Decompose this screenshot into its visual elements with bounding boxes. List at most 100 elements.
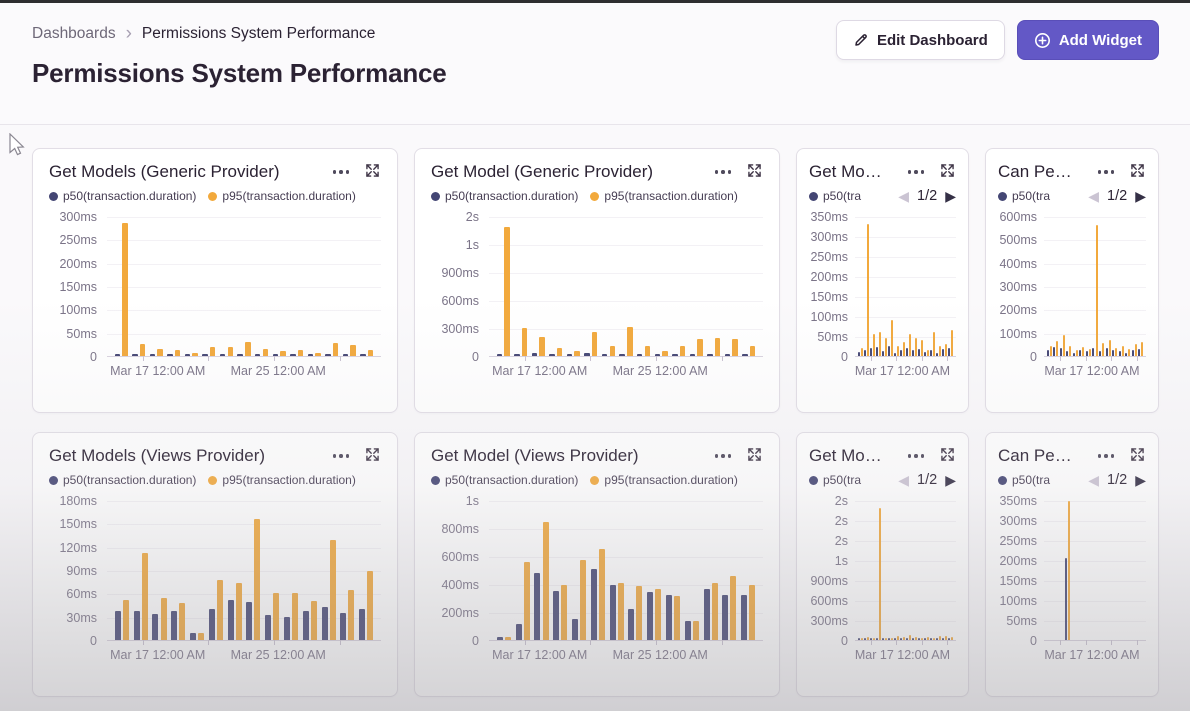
widget-overflow-menu-button[interactable] [331, 168, 352, 176]
chevron-left-icon[interactable]: ◀ [898, 472, 910, 488]
y-axis-tick-label: 120ms [59, 540, 97, 555]
plot-area[interactable] [107, 217, 381, 361]
gridline [855, 521, 956, 522]
widget-expand-button[interactable] [364, 446, 381, 466]
edit-dashboard-button[interactable]: Edit Dashboard [835, 20, 1005, 60]
plot-area[interactable] [855, 217, 956, 361]
widget-overflow-menu-button[interactable] [331, 452, 352, 460]
bar-p95 [348, 590, 355, 640]
legend-label: p95(transaction.duration) [604, 473, 738, 487]
widget-title-row: Get Model (Views Provider) [431, 446, 763, 466]
gridline [107, 501, 381, 502]
bar-p95 [1068, 500, 1070, 640]
widget-expand-button[interactable] [746, 446, 763, 466]
bar-p95 [951, 330, 954, 356]
x-axis-tick [142, 356, 144, 361]
chevron-right-icon[interactable]: ▶ [1135, 188, 1146, 204]
bar-chart: 1s 800ms 600ms 400ms 200ms 0 Mar 17 12:00 AM Ma… [431, 494, 763, 665]
chevron-right-icon[interactable]: ▶ [1135, 472, 1146, 488]
widget-overflow-menu-button[interactable] [1096, 452, 1117, 460]
legend-item[interactable]: p50(transaction.duration) [431, 473, 578, 487]
breadcrumb-link-dashboards[interactable]: Dashboards [32, 25, 116, 42]
plot-area[interactable] [1044, 217, 1146, 361]
widget-actions [331, 446, 382, 466]
legend-item[interactable]: p50(transaction.duration) [49, 473, 196, 487]
bar-p95 [504, 636, 511, 640]
y-axis-tick-label: 300ms [59, 210, 97, 224]
x-axis-tick [921, 356, 923, 361]
bar-p95 [192, 352, 198, 356]
widget-expand-button[interactable] [939, 446, 956, 466]
bar-p95 [927, 637, 930, 640]
chevron-left-icon[interactable]: ◀ [1088, 472, 1100, 488]
bar-p50 [893, 638, 896, 640]
y-axis-labels: 2s 1s 900ms 600ms 300ms 0 [431, 210, 489, 364]
legend-item[interactable]: p95(transaction.duration) [208, 473, 356, 487]
y-axis-tick-label: 60ms [66, 587, 97, 602]
plot-area[interactable] [489, 217, 763, 361]
gridline [107, 617, 381, 619]
widget-overflow-menu-button[interactable] [906, 452, 927, 460]
legend-item[interactable]: p50(tra [998, 189, 1050, 203]
dot-icon [1104, 454, 1108, 458]
chevron-left-icon[interactable]: ◀ [1088, 188, 1100, 204]
plot-area[interactable] [855, 501, 956, 645]
x-axis-tick [656, 640, 658, 645]
bar-p50 [930, 638, 933, 640]
bar-p50 [114, 611, 121, 640]
legend-item[interactable]: p50(tra [998, 473, 1050, 487]
y-axis-tick-label: 1s [834, 554, 848, 568]
widget-title: Get Model (Generic Provider) [431, 162, 654, 181]
plot-area[interactable] [489, 501, 763, 645]
bar-p95 [198, 633, 204, 640]
dot-icon [721, 170, 725, 174]
widget-expand-button[interactable] [939, 162, 956, 182]
legend-item[interactable]: p50(transaction.duration) [431, 189, 578, 203]
legend-item[interactable]: p95(transaction.duration) [590, 189, 738, 203]
dot-icon [339, 454, 343, 458]
x-axis-labels: Mar 17 12:00 AM Mar 25 12:00 AM [489, 357, 763, 381]
legend-item[interactable]: p50(transaction.duration) [49, 189, 196, 203]
legend-item[interactable]: p50(tra [809, 473, 861, 487]
widget-expand-button[interactable] [364, 162, 381, 182]
plot-area[interactable] [107, 501, 381, 645]
bar-p95 [915, 636, 918, 640]
widget-overflow-menu-button[interactable] [1096, 168, 1117, 176]
dot-icon [1110, 454, 1114, 458]
bar-p50 [342, 354, 349, 356]
widget-expand-button[interactable] [1129, 446, 1146, 466]
x-axis-tick-label: Mar 17 12:00 AM [1044, 648, 1140, 662]
bar-p95 [262, 349, 269, 356]
bar-p50 [857, 638, 860, 640]
bar-p95 [174, 350, 181, 356]
bar-p50 [742, 353, 748, 356]
bar-p50 [302, 611, 309, 640]
legend-item[interactable]: p95(transaction.duration) [208, 189, 356, 203]
chevron-left-icon[interactable]: ◀ [898, 188, 910, 204]
widget-overflow-menu-button[interactable] [713, 452, 734, 460]
bar-p50 [1131, 350, 1134, 356]
gridline [107, 571, 381, 572]
widget-overflow-menu-button[interactable] [713, 168, 734, 176]
add-widget-button[interactable]: Add Widget [1016, 20, 1159, 60]
bar-p50 [132, 354, 138, 356]
y-axis-tick-label: 150ms [810, 290, 848, 304]
x-axis-tick [524, 356, 526, 361]
chevron-right-icon[interactable]: ▶ [945, 472, 956, 488]
bar-p50 [549, 353, 555, 356]
legend-item[interactable]: p95(transaction.duration) [590, 473, 738, 487]
chevron-right-icon[interactable]: ▶ [945, 188, 956, 204]
widget-overflow-menu-button[interactable] [906, 168, 927, 176]
gridline [107, 547, 381, 549]
y-axis-tick-label: 900ms [441, 266, 479, 280]
bar-p50 [636, 354, 643, 356]
legend-dot-icon [809, 191, 818, 201]
widget-expand-button[interactable] [746, 162, 763, 182]
legend-label: p50(tra [823, 473, 862, 487]
widget-expand-button[interactable] [1129, 162, 1146, 182]
y-axis-tick-label: 2s [834, 534, 848, 548]
x-axis-tick-label: Mar 17 12:00 AM [1044, 364, 1140, 378]
plot-area[interactable] [1044, 500, 1146, 645]
bar-p50 [942, 348, 945, 356]
legend-item[interactable]: p50(tra [809, 189, 861, 203]
